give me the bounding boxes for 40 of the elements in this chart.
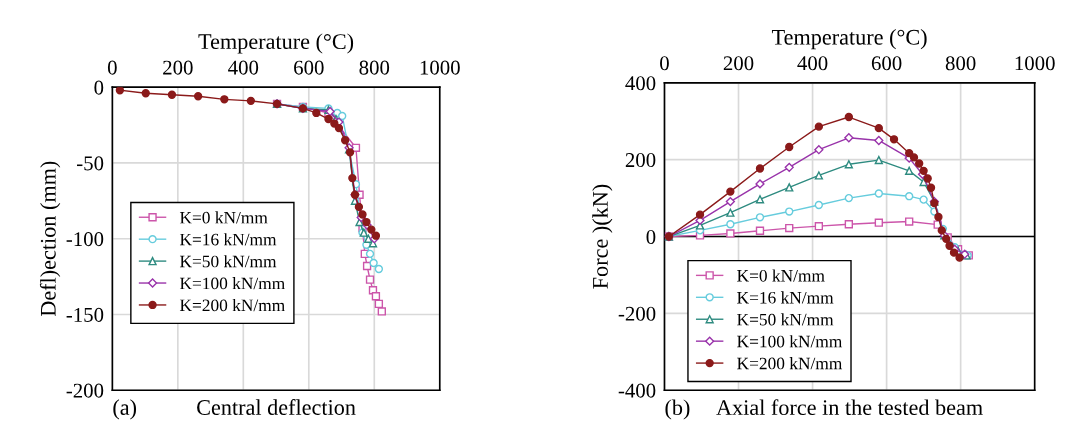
x-tick-label: 400 <box>228 60 259 75</box>
y-tick-label: -200 <box>618 306 656 321</box>
x-tick-label: 400 <box>797 56 828 71</box>
legend-label: K=0 kN/mm <box>179 211 268 224</box>
x-axis-title: Temperature (°C) <box>198 33 354 54</box>
y-tick-label: -100 <box>66 232 104 247</box>
x-tick-label: 200 <box>723 56 754 71</box>
legend-label: K=200 kN/mm <box>179 298 285 312</box>
x-tick-label: 600 <box>871 56 902 71</box>
x-tick-label: 800 <box>359 60 390 75</box>
legend-label: K=50 kN/mm <box>179 255 277 268</box>
y-tick-label: 400 <box>625 76 656 91</box>
x-tick-label: 0 <box>660 56 669 71</box>
x-tick-label: 0 <box>107 60 117 75</box>
x-tick-label: 200 <box>163 60 193 75</box>
y-tick-label: 200 <box>625 153 656 168</box>
x-tick-label: 800 <box>945 56 976 71</box>
y-tick-label: -50 <box>77 156 104 171</box>
y-tick-label: -200 <box>66 383 104 398</box>
y-tick-label: -150 <box>66 307 104 322</box>
legend-label: K=100 kN/mm <box>179 277 285 290</box>
x-tick-label: 600 <box>294 60 324 75</box>
x-tick-label: 1000 <box>420 60 460 75</box>
legend-label: K=0 kN/mm <box>737 269 825 282</box>
y-axis-title: Force )(kN) <box>592 184 613 289</box>
y-tick-label: 0 <box>646 229 656 244</box>
text: Central deflection <box>197 399 356 415</box>
text: Axial force in the tested beam <box>716 399 983 416</box>
legend-label: K=50 kN/mm <box>737 313 834 326</box>
y-tick-label: 0 <box>94 80 104 95</box>
x-axis-title: Temperature (°C) <box>771 29 927 50</box>
legend-label: K=200 kN/mm <box>737 357 843 370</box>
y-axis-title: Defl)ection (mm) <box>39 161 61 317</box>
legend-label: K=100 kN/mm <box>737 335 843 348</box>
y-tick-label: -400 <box>618 383 656 398</box>
legend-label: K=16 kN/mm <box>179 233 277 246</box>
legend-label: K=16 kN/mm <box>737 291 834 304</box>
text: (b) <box>665 399 690 420</box>
text: (a) <box>113 399 137 420</box>
x-tick-label: 1000 <box>1015 56 1055 71</box>
